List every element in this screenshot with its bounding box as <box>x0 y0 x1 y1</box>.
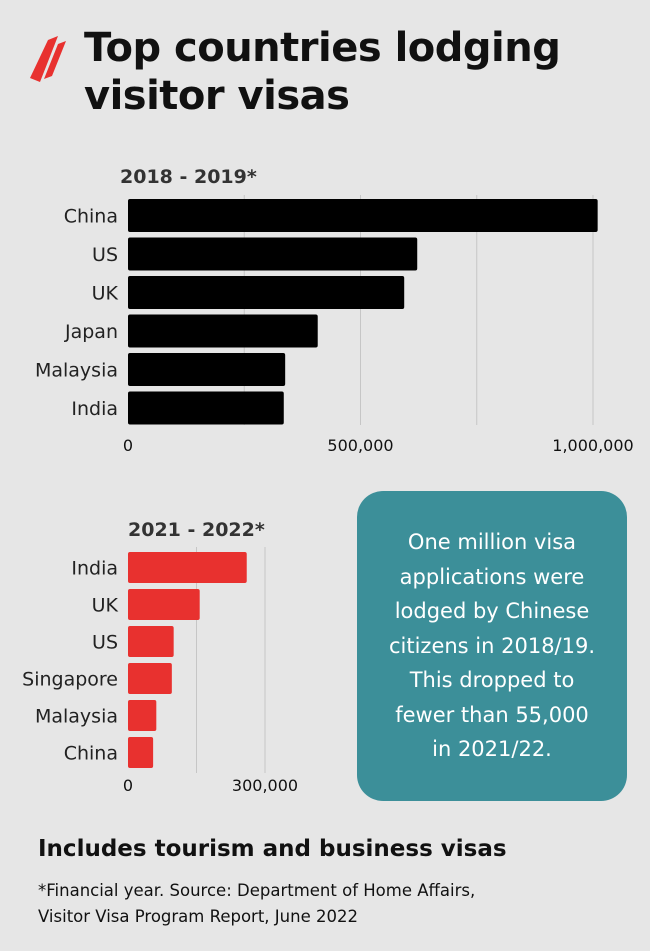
chart-2021-2022: 2021 - 2022* India UK US Singapore Malaysia Ch… <box>0 505 350 805</box>
chart-2018-2019-svg: 2018 - 2019*China US UK Japan Malaysia India 0… <box>35 166 634 455</box>
chart-title: 2018 - 2019* <box>120 166 257 188</box>
bar-india <box>128 552 247 583</box>
callout-line-3: lodged by Chinese <box>394 599 590 624</box>
callout-line-2: applications were <box>399 564 585 589</box>
callout-line-5: This dropped to <box>409 668 575 693</box>
footnote-line-2: Visitor Visa Program Report, June 2022 <box>38 907 358 926</box>
bar-malaysia <box>128 700 157 731</box>
category-label-japan: Japan <box>64 321 118 343</box>
category-label-us: US <box>92 632 118 654</box>
bar-uk <box>128 589 200 620</box>
category-label-malaysia: Malaysia <box>35 360 118 382</box>
chart-2018-2019: 2018 - 2019* China US UK Japan Malaysia India 0… <box>0 155 650 460</box>
bar-us <box>128 626 174 657</box>
callout-line-6: fewer than 55,000 <box>395 702 589 727</box>
chart-title: 2021 - 2022* <box>128 519 265 541</box>
bar-malaysia <box>128 353 286 386</box>
tick-label: 0 <box>123 436 133 455</box>
tick-label: 0 <box>123 776 133 795</box>
bar-china <box>128 199 598 232</box>
category-label-china: China <box>64 743 118 765</box>
footnote-line-1: *Financial year. Source: Department of H… <box>38 881 476 900</box>
category-label-uk: UK <box>92 595 119 617</box>
title-line-2: visitor visas <box>84 73 350 119</box>
callout-line-7: in 2021/22. <box>432 737 552 762</box>
callout-box: One million visa applications were lodge… <box>357 491 627 801</box>
callout-text: One million visa applications were lodge… <box>389 525 595 767</box>
bar-india <box>128 391 284 425</box>
footnote: *Financial year. Source: Department of H… <box>38 878 638 930</box>
category-label-india: India <box>71 558 118 580</box>
bar-us <box>128 237 418 271</box>
tick-label: 300,000 <box>232 776 298 795</box>
category-label-us: US <box>92 244 118 266</box>
bar-uk <box>128 276 405 309</box>
bar-japan <box>128 314 318 348</box>
tick-label: 500,000 <box>327 436 393 455</box>
category-label-malaysia: Malaysia <box>35 706 118 728</box>
page-title: Top countries lodging visitor visas <box>84 24 644 120</box>
callout-line-1: One million visa <box>407 530 577 555</box>
chart-2021-2022-svg: 2021 - 2022* India UK US Singapore Malaysia Ch… <box>22 519 298 795</box>
category-label-india: India <box>71 398 118 420</box>
bar-china <box>128 737 154 768</box>
category-label-uk: UK <box>92 283 119 305</box>
category-label-china: China <box>64 206 118 228</box>
bar-singapore <box>128 663 172 694</box>
tick-label: 1,000,000 <box>552 436 633 455</box>
callout-line-4: citizens in 2018/19. <box>388 633 596 658</box>
subhead: Includes tourism and business visas <box>38 836 507 862</box>
sbs-logo-icon <box>30 36 66 82</box>
category-label-singapore: Singapore <box>22 669 118 691</box>
title-line-1: Top countries lodging <box>84 25 561 71</box>
